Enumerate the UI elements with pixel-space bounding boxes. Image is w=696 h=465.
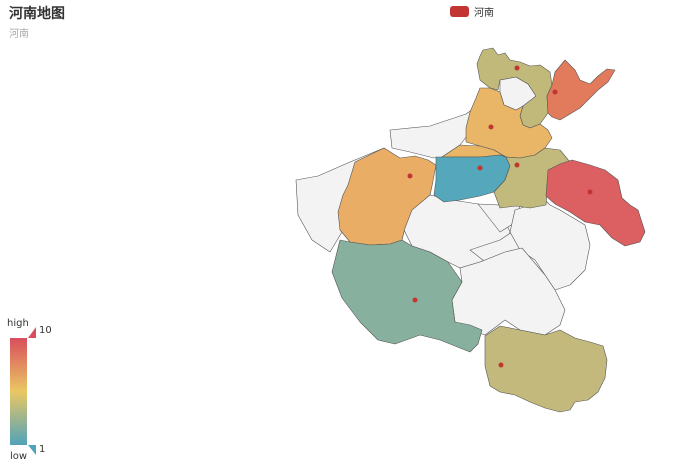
marker-anyang[interactable] <box>514 65 520 71</box>
region-nanyang[interactable] <box>331 239 483 353</box>
marker-puyang[interactable] <box>552 89 558 95</box>
visual-map-min-value: 1 <box>39 444 46 455</box>
region-xinxiang[interactable] <box>465 87 553 159</box>
marker-shangqiu[interactable] <box>587 189 593 195</box>
visual-map-max-handle[interactable] <box>28 327 36 338</box>
marker-zhengzhou[interactable] <box>477 165 483 171</box>
visual-map-high-text: high <box>7 318 29 329</box>
region-shangqiu[interactable] <box>545 159 646 247</box>
visual-map-bar[interactable] <box>10 338 27 445</box>
legend-swatch <box>450 6 469 17</box>
legend-label: 河南 <box>474 8 494 19</box>
marker-kaifeng[interactable] <box>514 162 520 168</box>
map-title: 河南地图 <box>9 6 65 22</box>
region-puyang[interactable] <box>546 59 616 121</box>
map-subtitle: 河南 <box>9 29 29 40</box>
legend-item[interactable]: 河南 <box>450 4 494 19</box>
region-zhoukou[interactable] <box>509 199 591 291</box>
visual-map-low-text: low <box>10 451 28 462</box>
visual-map-max-value: 10 <box>39 325 52 336</box>
marker-xinyang[interactable] <box>498 362 504 368</box>
visual-map-min-handle[interactable] <box>28 445 36 455</box>
region-xinyang[interactable] <box>484 325 608 413</box>
marker-xinxiang[interactable] <box>488 124 494 130</box>
marker-nanyang[interactable] <box>412 297 418 303</box>
marker-luoyang[interactable] <box>407 173 413 179</box>
region-luoyang[interactable] <box>337 147 437 246</box>
